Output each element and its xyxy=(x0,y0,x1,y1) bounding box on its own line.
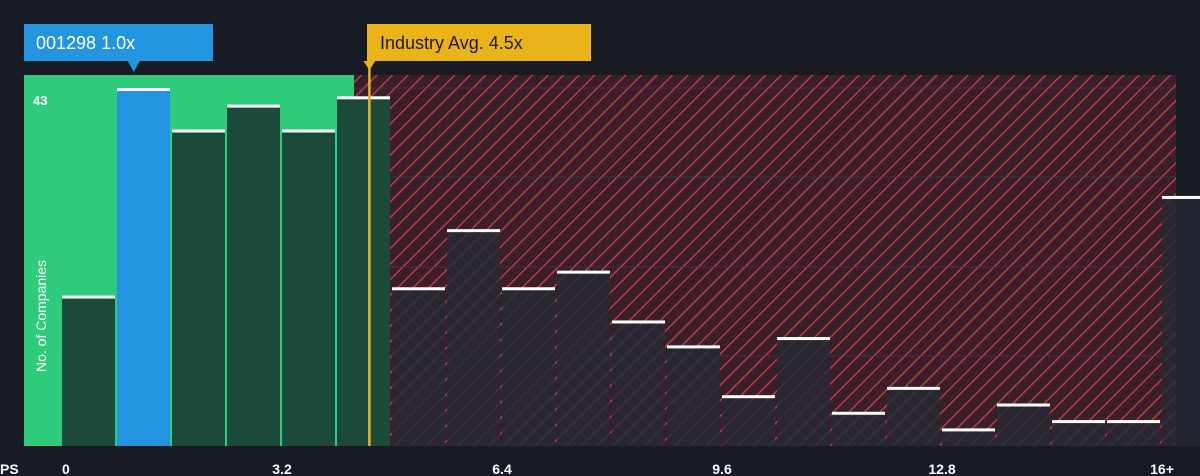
company-callout: 001298 1.0x xyxy=(24,24,213,72)
company-label: 001298 1.0x xyxy=(36,33,135,53)
bar-cap-16 xyxy=(942,428,995,432)
bar-cap-4 xyxy=(282,129,335,133)
bar-cap-9 xyxy=(557,270,610,274)
company-label-pointer xyxy=(127,61,140,72)
bar-15 xyxy=(887,387,940,446)
bar-8 xyxy=(502,288,555,446)
bar-cap-17 xyxy=(997,403,1050,407)
histogram-bars xyxy=(62,88,1200,447)
bar-cap-6 xyxy=(392,287,445,291)
bar-cap-7 xyxy=(447,229,500,233)
x-tick-label-3: 9.6 xyxy=(712,461,732,476)
bar-13 xyxy=(777,338,830,446)
bar-14 xyxy=(832,412,885,446)
bar-cap-18 xyxy=(1052,420,1105,424)
x-tick-label-2: 6.4 xyxy=(492,461,512,476)
bar-12 xyxy=(722,396,775,446)
bar-0 xyxy=(62,296,115,446)
bar-9 xyxy=(557,271,610,446)
bar-cap-3 xyxy=(227,104,280,108)
x-axis-title: PS xyxy=(0,461,19,476)
bar-7 xyxy=(447,230,500,446)
y-axis-max-label: 43 xyxy=(33,93,47,108)
bar-cap-19 xyxy=(1107,420,1160,424)
bar-3 xyxy=(227,105,280,447)
bar-cap-15 xyxy=(887,386,940,390)
bar-cap-12 xyxy=(722,395,775,399)
bar-17 xyxy=(997,404,1050,446)
x-tick-label-1: 3.2 xyxy=(272,461,292,476)
bar-19 xyxy=(1107,421,1160,446)
x-tick-label-5: 16+ xyxy=(1150,461,1174,476)
bar-4 xyxy=(282,130,335,446)
bar-cap-11 xyxy=(667,345,720,349)
bar-5 xyxy=(337,97,390,447)
y-axis-title: No. of Companies xyxy=(33,260,49,372)
bar-cap-10 xyxy=(612,320,665,324)
bar-cap-2 xyxy=(172,129,225,133)
bar-cap-13 xyxy=(777,337,830,341)
bar-cap-5 xyxy=(337,96,390,100)
bar-cap-14 xyxy=(832,411,885,415)
bar-20 xyxy=(1162,196,1200,446)
company-label-box xyxy=(24,24,213,61)
bar-cap-8 xyxy=(502,287,555,291)
industry-label-pointer xyxy=(363,61,376,70)
bar-16 xyxy=(942,429,995,446)
x-tick-label-0: 0 xyxy=(62,461,70,476)
bar-cap-20 xyxy=(1162,195,1200,199)
bar-2 xyxy=(172,130,225,446)
bar-cap-1 xyxy=(117,88,170,91)
bar-6 xyxy=(392,288,445,446)
x-axis-ticks: 0 3.2 6.4 9.6 12.8 16+ xyxy=(62,461,1174,476)
bar-11 xyxy=(667,346,720,446)
bar-1 xyxy=(117,89,170,446)
bar-10 xyxy=(612,321,665,446)
x-tick-label-4: 12.8 xyxy=(928,461,955,476)
bar-18 xyxy=(1052,421,1105,446)
industry-label: Industry Avg. 4.5x xyxy=(380,33,523,53)
bar-cap-0 xyxy=(62,295,115,299)
industry-label-box xyxy=(367,24,591,61)
industry-callout: Industry Avg. 4.5x xyxy=(363,24,591,70)
